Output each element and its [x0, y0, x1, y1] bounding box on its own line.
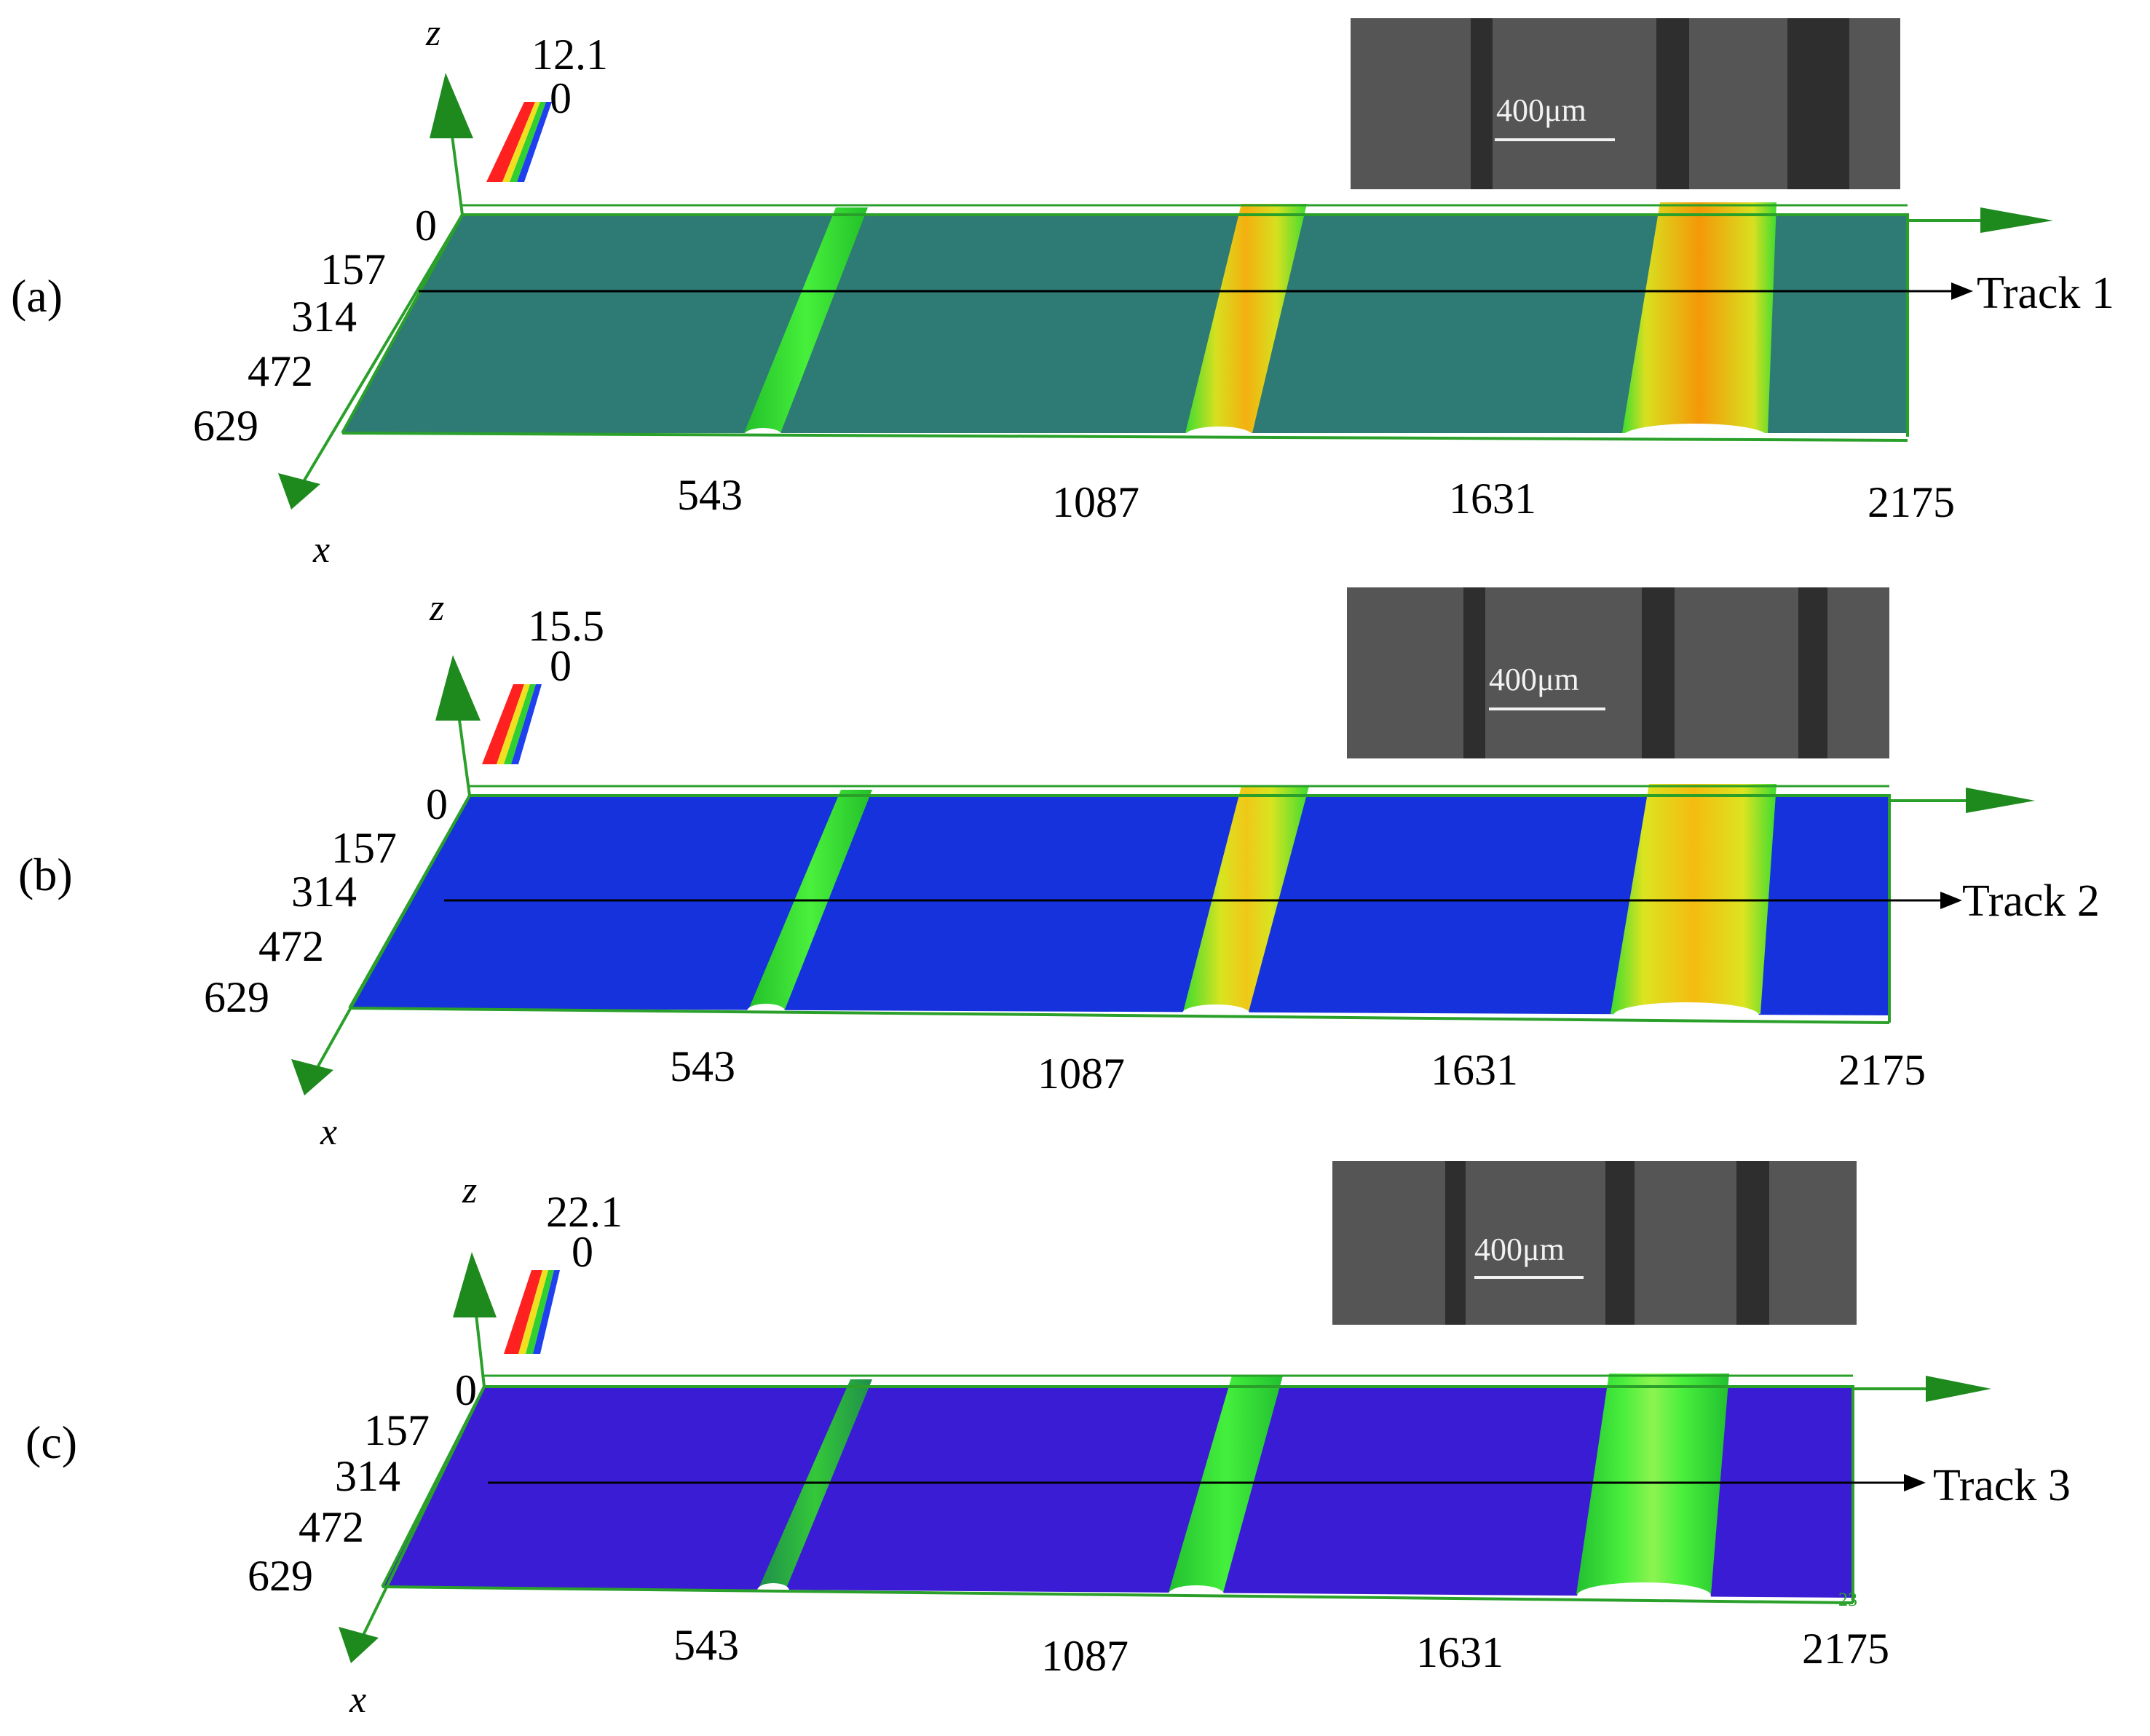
y-tick: 472 [299, 1503, 364, 1551]
y-tick: 157 [364, 1406, 430, 1454]
x-tick: 543 [677, 471, 743, 519]
surface-plot-a [278, 73, 2053, 510]
sem-scale-bar [1495, 138, 1615, 141]
sem-scale-label: 400μm [1496, 92, 1586, 128]
y-tick: 472 [258, 922, 324, 970]
x-axis-arrow [339, 1627, 379, 1663]
x-axis-arrow [278, 473, 320, 510]
surface-plot-b [291, 655, 2035, 1095]
x-tick: 1087 [1041, 1632, 1129, 1680]
sem-scale-label: 400μm [1489, 662, 1579, 697]
y-tick: 0 [426, 780, 448, 828]
x-tick: 1631 [1416, 1628, 1503, 1676]
color-scale [504, 1270, 542, 1354]
z-axis-label: z [462, 1170, 478, 1211]
x-tick: 2175 [1868, 478, 1955, 526]
y-axis-arrow [1980, 207, 2053, 233]
track-1-large [1622, 202, 1776, 433]
track-3-medium [1169, 1376, 1283, 1593]
x-axis-label: x [320, 1111, 338, 1153]
z-axis-label: z [426, 12, 441, 54]
track-2-medium [1183, 786, 1309, 1012]
y-tick: 472 [248, 347, 313, 395]
y-tick: 0 [415, 202, 437, 250]
panel-label: (c) [25, 1416, 78, 1468]
y-tick: 0 [455, 1366, 477, 1414]
panel-b: 400μm (b) z x 15.5 0 0 157 314 472 629 5… [0, 579, 2150, 1157]
corner-number: 23 [1838, 1589, 1857, 1610]
substrate [382, 1387, 1853, 1598]
track-label: Track 1 [1977, 269, 2114, 318]
x-axis-label: x [313, 529, 331, 571]
scale-max: 22.1 [546, 1188, 623, 1236]
y-tick: 314 [291, 868, 357, 916]
x-tick: 1087 [1038, 1050, 1125, 1098]
x-tick: 1631 [1431, 1046, 1518, 1094]
y-tick: 157 [320, 245, 386, 293]
x-axis-arrow [291, 1059, 333, 1095]
y-tick: 629 [193, 402, 258, 450]
scale-min: 0 [550, 74, 572, 122]
track-label: Track 3 [1933, 1461, 2071, 1510]
surface-plot-c [339, 1252, 1991, 1663]
z-axis-arrow [435, 655, 481, 721]
substrate [349, 796, 1889, 1015]
x-tick: 1087 [1052, 478, 1139, 526]
x-tick: 543 [670, 1042, 735, 1090]
y-axis-arrow [1966, 788, 2035, 813]
y-tick: 314 [291, 293, 357, 341]
panel-c: 400μm (c) z x 22.1 0 0 157 314 472 629 5… [0, 1157, 2150, 1736]
x-tick: 543 [673, 1621, 739, 1669]
sem-micrograph-c: 400μm [1332, 1161, 1857, 1325]
y-tick: 629 [204, 973, 269, 1021]
color-scale [482, 684, 524, 764]
x-tick: 2175 [1802, 1625, 1889, 1673]
scale-min: 0 [572, 1228, 593, 1276]
scale-max: 15.5 [528, 602, 604, 650]
z-axis-label: z [430, 587, 445, 629]
scale-min: 0 [550, 642, 572, 690]
track-1-small [744, 207, 868, 433]
y-axis-arrow [1926, 1376, 1991, 1402]
track-1-medium [1185, 204, 1307, 433]
color-scale [486, 102, 535, 182]
track-label: Track 2 [1962, 876, 2100, 926]
y-tick: 157 [331, 824, 397, 872]
sem-micrograph-a: 400μm [1351, 18, 1900, 189]
sem-scale-bar [1489, 708, 1605, 710]
sem-micrograph-b: 400μm [1347, 587, 1889, 758]
y-tick: 629 [248, 1552, 313, 1600]
panel-label: (a) [11, 270, 63, 322]
track-2-large [1610, 784, 1776, 1014]
x-tick: 1631 [1449, 475, 1536, 523]
x-axis-label: x [349, 1679, 367, 1721]
z-axis-arrow [430, 73, 473, 138]
x-tick: 2175 [1838, 1046, 1926, 1094]
y-tick: 314 [335, 1452, 400, 1500]
z-axis-arrow [453, 1252, 497, 1317]
scale-max: 12.1 [531, 31, 608, 79]
substrate [342, 215, 1908, 433]
panel-label: (b) [18, 849, 73, 900]
sem-scale-bar [1474, 1276, 1584, 1279]
sem-scale-label: 400μm [1474, 1232, 1565, 1267]
panel-a: 400μm (a) z x 12.1 0 0 157 314 472 629 5… [0, 0, 2150, 579]
